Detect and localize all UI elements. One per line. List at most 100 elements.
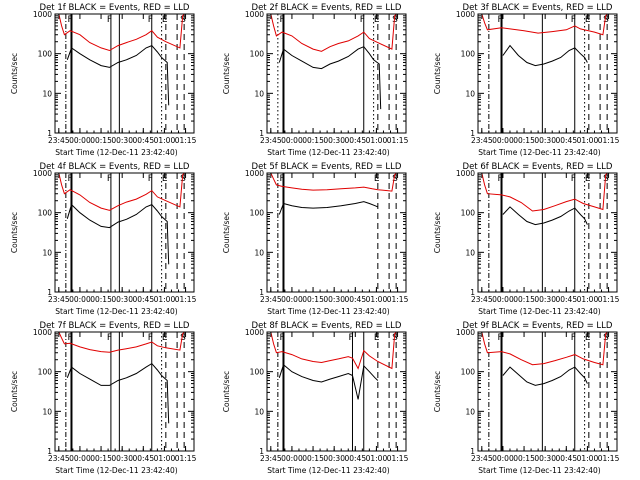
plot-frame xyxy=(266,172,407,293)
x-tick-label: 01:00 xyxy=(577,136,599,145)
marker-label: F xyxy=(279,333,284,343)
series-lld-line xyxy=(270,13,397,52)
plot-frame xyxy=(54,13,195,134)
x-tick-label: 00:45 xyxy=(344,136,366,145)
x-tick-label: 00:30 xyxy=(534,454,556,463)
panel-title: Det 4f BLACK = Events, RED = LLD xyxy=(40,162,190,172)
x-tick-label: 23:45 xyxy=(48,454,70,463)
marker-label: F xyxy=(107,15,112,25)
plot-frame xyxy=(54,331,195,452)
series-events-line xyxy=(278,46,382,110)
chart-panel-8: Det 8f BLACK = Events, RED = LLD Counts/s… xyxy=(222,321,409,475)
marker-label: S xyxy=(180,333,186,343)
x-axis-label: Start Time (12-Dec-11 23:42:40) xyxy=(55,307,177,316)
panel-title: Det 2f BLACK = Events, RED = LLD xyxy=(252,3,402,13)
y-tick-label: 10 xyxy=(465,248,475,257)
x-tick-label: 01:00 xyxy=(154,136,176,145)
y-axis-label: Counts/sec xyxy=(222,371,231,412)
y-tick-label: 1 xyxy=(47,447,52,456)
panel-title: Det 8f BLACK = Events, RED = LLD xyxy=(252,321,402,331)
x-tick-label: 00:45 xyxy=(132,136,154,145)
y-tick-label: 10 xyxy=(465,407,475,416)
y-tick-label: 10 xyxy=(42,89,52,98)
x-tick-label: 00:15 xyxy=(90,136,112,145)
marker-label: F xyxy=(279,174,284,184)
x-tick-label: 23:45 xyxy=(48,295,70,304)
marker-label: F xyxy=(67,174,72,184)
x-axis-label: Start Time (12-Dec-11 23:42:40) xyxy=(478,466,600,475)
plot-frame xyxy=(477,331,618,452)
x-tick-label: 00:00 xyxy=(69,454,91,463)
series-lld-line xyxy=(270,331,397,370)
series-lld-line xyxy=(270,172,397,192)
x-tick-label: 00:30 xyxy=(111,136,133,145)
x-tick-label: 00:00 xyxy=(492,136,514,145)
marker-label: S xyxy=(603,15,609,25)
marker-label: F xyxy=(348,333,353,343)
x-tick-label: 00:00 xyxy=(281,454,303,463)
y-tick-label: 1 xyxy=(470,288,475,297)
marker-label: E xyxy=(162,15,168,25)
y-axis-label: Counts/sec xyxy=(433,212,442,253)
x-axis-label: Start Time (12-Dec-11 23:42:40) xyxy=(478,307,600,316)
marker-label: F xyxy=(67,15,72,25)
panel-title: Det 7f BLACK = Events, RED = LLD xyxy=(40,321,190,331)
x-tick-label: 23:45 xyxy=(471,136,493,145)
marker-label: E xyxy=(162,333,168,343)
marker-label: F xyxy=(498,174,503,184)
x-tick-label: 01:15 xyxy=(175,295,197,304)
y-tick-label: 100 xyxy=(461,50,476,59)
y-axis-label: Counts/sec xyxy=(222,53,231,94)
x-tick-label: 01:15 xyxy=(598,136,620,145)
x-tick-label: 00:30 xyxy=(111,295,133,304)
y-tick-label: 10 xyxy=(254,248,264,257)
y-tick-label: 1000 xyxy=(456,328,475,337)
series-events-line xyxy=(66,45,170,106)
x-tick-label: 00:15 xyxy=(302,454,324,463)
x-tick-label: 00:15 xyxy=(302,295,324,304)
series-lld-line xyxy=(58,172,185,211)
x-tick-label: 23:45 xyxy=(471,295,493,304)
y-tick-label: 1 xyxy=(470,447,475,456)
x-tick-label: 01:15 xyxy=(387,454,409,463)
panel-title: Det 3f BLACK = Events, RED = LLD xyxy=(463,3,613,13)
series-events-line xyxy=(278,201,378,215)
x-tick-label: 00:45 xyxy=(344,454,366,463)
x-tick-label: 00:15 xyxy=(302,136,324,145)
marker-label: S xyxy=(603,174,609,184)
chart-panel-9: Det 9f BLACK = Events, RED = LLD Counts/s… xyxy=(433,321,620,475)
y-axis-label: Counts/sec xyxy=(433,53,442,94)
x-tick-label: 01:00 xyxy=(577,454,599,463)
marker-label: F xyxy=(67,333,72,343)
x-tick-label: 00:45 xyxy=(132,295,154,304)
marker-label: F xyxy=(571,174,576,184)
marker-label: F xyxy=(571,333,576,343)
marker-label: E xyxy=(585,174,591,184)
x-tick-label: 00:30 xyxy=(534,295,556,304)
y-tick-label: 1000 xyxy=(245,328,264,337)
y-tick-label: 1 xyxy=(47,129,52,138)
x-tick-label: 00:45 xyxy=(132,454,154,463)
x-axis-label: Start Time (12-Dec-11 23:42:40) xyxy=(267,148,389,157)
plot-frame xyxy=(477,172,618,293)
marker-label: E xyxy=(374,174,380,184)
x-tick-label: 01:00 xyxy=(154,295,176,304)
y-tick-label: 1000 xyxy=(245,169,264,178)
x-tick-label: 00:00 xyxy=(281,295,303,304)
marker-label: F xyxy=(279,15,284,25)
marker-label: S xyxy=(392,333,398,343)
series-events-line xyxy=(66,203,170,265)
x-tick-label: 00:45 xyxy=(555,454,577,463)
y-tick-label: 1 xyxy=(47,288,52,297)
x-tick-label: 00:15 xyxy=(513,454,535,463)
plot-frame xyxy=(266,331,407,452)
y-axis-label: Counts/sec xyxy=(10,371,19,412)
x-tick-label: 00:30 xyxy=(323,136,345,145)
x-tick-label: 01:15 xyxy=(598,454,620,463)
y-axis-label: Counts/sec xyxy=(10,212,19,253)
marker-label: F xyxy=(148,15,153,25)
y-tick-label: 100 xyxy=(38,368,53,377)
x-axis-label: Start Time (12-Dec-11 23:42:40) xyxy=(478,148,600,157)
x-tick-label: 00:30 xyxy=(534,136,556,145)
y-tick-label: 10 xyxy=(254,89,264,98)
